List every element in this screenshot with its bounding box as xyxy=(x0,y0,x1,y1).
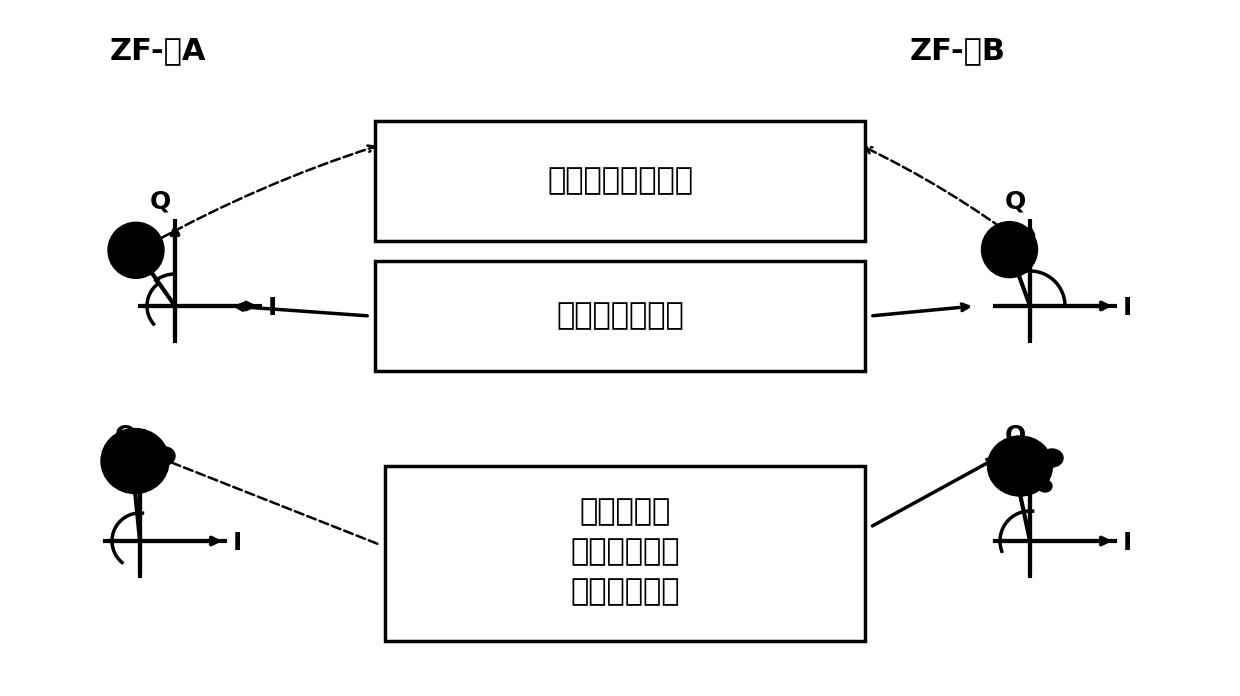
Text: I: I xyxy=(233,531,242,555)
Ellipse shape xyxy=(1042,449,1063,467)
Ellipse shape xyxy=(100,429,169,493)
Bar xyxy=(374,261,866,371)
Text: Q: Q xyxy=(150,189,171,213)
Bar xyxy=(384,466,866,641)
Text: 相干的相位: 相干的相位 xyxy=(579,497,671,526)
Text: Q: Q xyxy=(115,424,136,448)
Text: I: I xyxy=(1123,296,1132,320)
Text: I: I xyxy=(268,296,278,320)
Text: 相干的相位噪声: 相干的相位噪声 xyxy=(556,301,684,331)
Text: I: I xyxy=(1123,531,1132,555)
Ellipse shape xyxy=(987,436,1053,496)
Ellipse shape xyxy=(108,222,164,278)
Text: 为相加的信号: 为相加的信号 xyxy=(570,577,680,606)
Text: 噪声现在解释: 噪声现在解释 xyxy=(570,537,680,566)
Text: Q: Q xyxy=(1004,189,1025,213)
Bar xyxy=(374,121,866,241)
Text: 不相干的接收噪声: 不相干的接收噪声 xyxy=(547,166,693,196)
Text: Q: Q xyxy=(1004,424,1025,448)
Text: ZF-站B: ZF-站B xyxy=(910,36,1006,65)
Ellipse shape xyxy=(1038,480,1052,492)
Ellipse shape xyxy=(982,221,1038,278)
Ellipse shape xyxy=(155,447,175,465)
Text: ZF-站A: ZF-站A xyxy=(110,36,207,65)
